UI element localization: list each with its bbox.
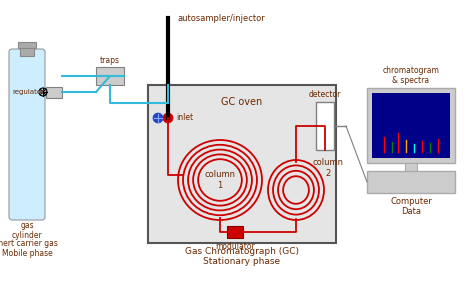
- Text: column
1: column 1: [204, 170, 236, 190]
- Text: GC oven: GC oven: [221, 97, 263, 107]
- Text: Computer
Data: Computer Data: [390, 197, 432, 216]
- Text: modulator: modulator: [215, 242, 255, 251]
- Bar: [367, 171, 455, 193]
- Circle shape: [153, 113, 163, 123]
- Bar: [18, 42, 36, 48]
- Text: chromatogram
& spectra: chromatogram & spectra: [383, 66, 439, 85]
- Circle shape: [163, 113, 173, 123]
- Bar: [367, 88, 455, 163]
- Text: Inert carrier gas
Mobile phase: Inert carrier gas Mobile phase: [0, 239, 58, 258]
- Bar: [372, 93, 450, 158]
- Bar: [316, 102, 334, 150]
- Text: column
2: column 2: [312, 158, 344, 178]
- Bar: [96, 67, 124, 85]
- Text: Gas Chromatograph (GC)
Stationary phase: Gas Chromatograph (GC) Stationary phase: [185, 247, 299, 266]
- Text: regulator: regulator: [12, 89, 44, 95]
- Text: traps: traps: [100, 56, 120, 65]
- Bar: [46, 87, 62, 98]
- FancyBboxPatch shape: [9, 49, 45, 220]
- Bar: [148, 85, 336, 243]
- Text: autosampler/injector: autosampler/injector: [178, 14, 266, 23]
- Text: inlet: inlet: [176, 114, 193, 122]
- Text: gas
cylinder: gas cylinder: [12, 221, 42, 240]
- Bar: [405, 163, 417, 171]
- Bar: [20, 46, 34, 56]
- Bar: [227, 226, 243, 238]
- Text: detector: detector: [309, 90, 341, 99]
